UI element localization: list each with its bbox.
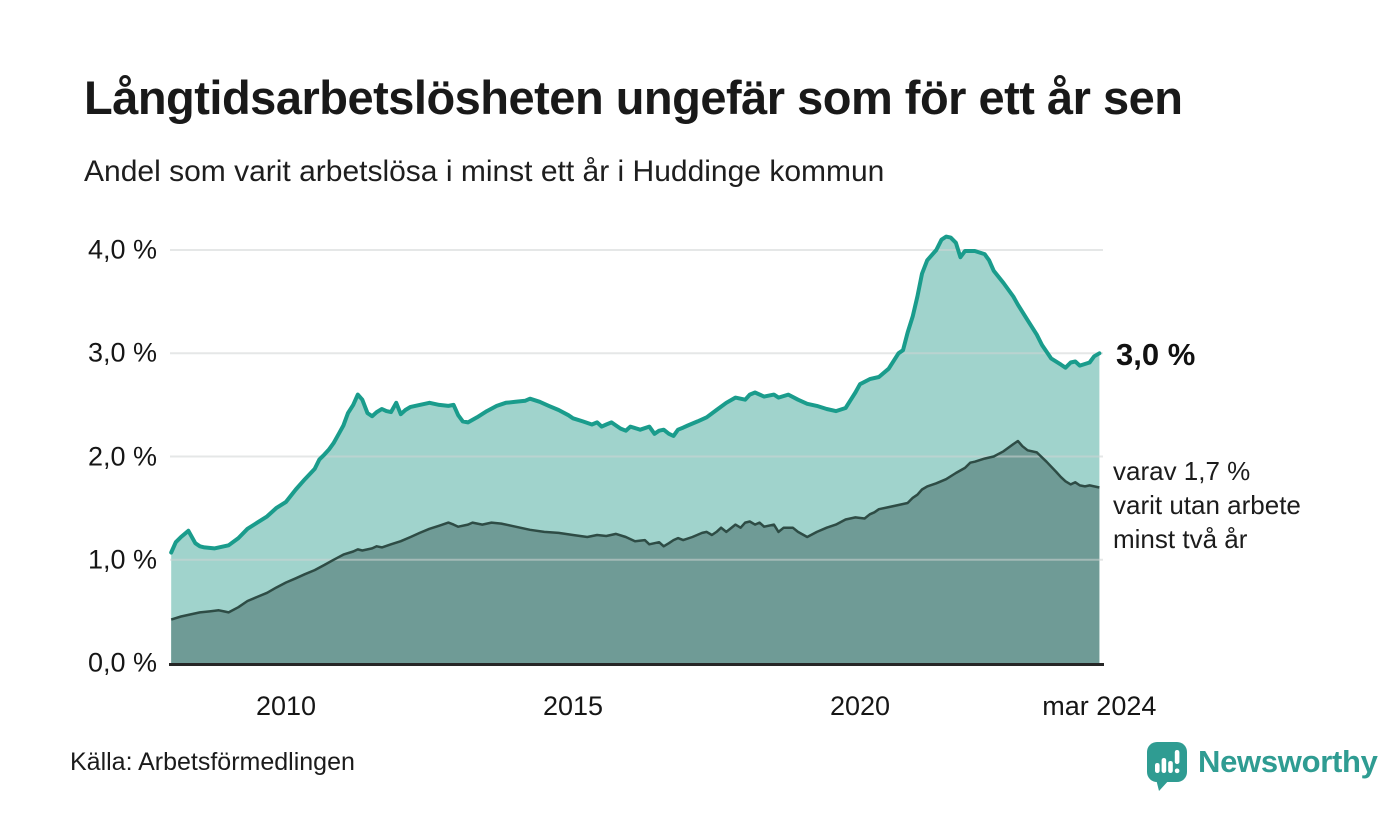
y-tick-label: 0,0 %: [87, 647, 157, 678]
annotation-line: minst två år: [1113, 524, 1248, 554]
annotation-line: varav 1,7 %: [1113, 456, 1251, 486]
newsworthy-bubble-icon: [1147, 742, 1187, 791]
secondary-series-annotation: varav 1,7 % varit utan arbete minst två …: [1113, 454, 1301, 556]
x-tick-label: 2020: [829, 691, 891, 721]
x-tick-label: 2010: [255, 691, 317, 721]
area-fill-minst-tva-ar: [171, 441, 1100, 663]
x-tick-label: 2015: [542, 691, 604, 721]
x-axis: 2010 2015 2020 mar 2024: [0, 691, 1400, 731]
annotation-line: varit utan arbete: [1113, 490, 1301, 520]
latest-value-label: 3,0 %: [1116, 337, 1196, 372]
y-tick-label: 1,0 %: [87, 544, 157, 575]
y-tick-label: 4,0 %: [87, 234, 157, 265]
y-tick-label: 3,0 %: [87, 337, 157, 368]
chart-subtitle: Andel som varit arbetslösa i minst ett å…: [84, 155, 885, 188]
brand-name: Newsworthy: [1198, 744, 1378, 779]
source-note: Källa: Arbetsförmedlingen: [70, 748, 355, 776]
page-title: Långtidsarbetslösheten ungefär som för e…: [84, 71, 1183, 124]
y-axis: 0,0 % 1,0 % 2,0 % 3,0 % 4,0 %: [0, 0, 157, 840]
newsworthy-logo: Newsworthy: [1146, 741, 1378, 791]
y-tick-label: 2,0 %: [87, 441, 157, 471]
line-minst-ett-ar: [169, 234, 1102, 555]
x-tick-label: mar 2024: [1042, 691, 1157, 721]
line-minst-tva-ar: [170, 439, 1100, 621]
